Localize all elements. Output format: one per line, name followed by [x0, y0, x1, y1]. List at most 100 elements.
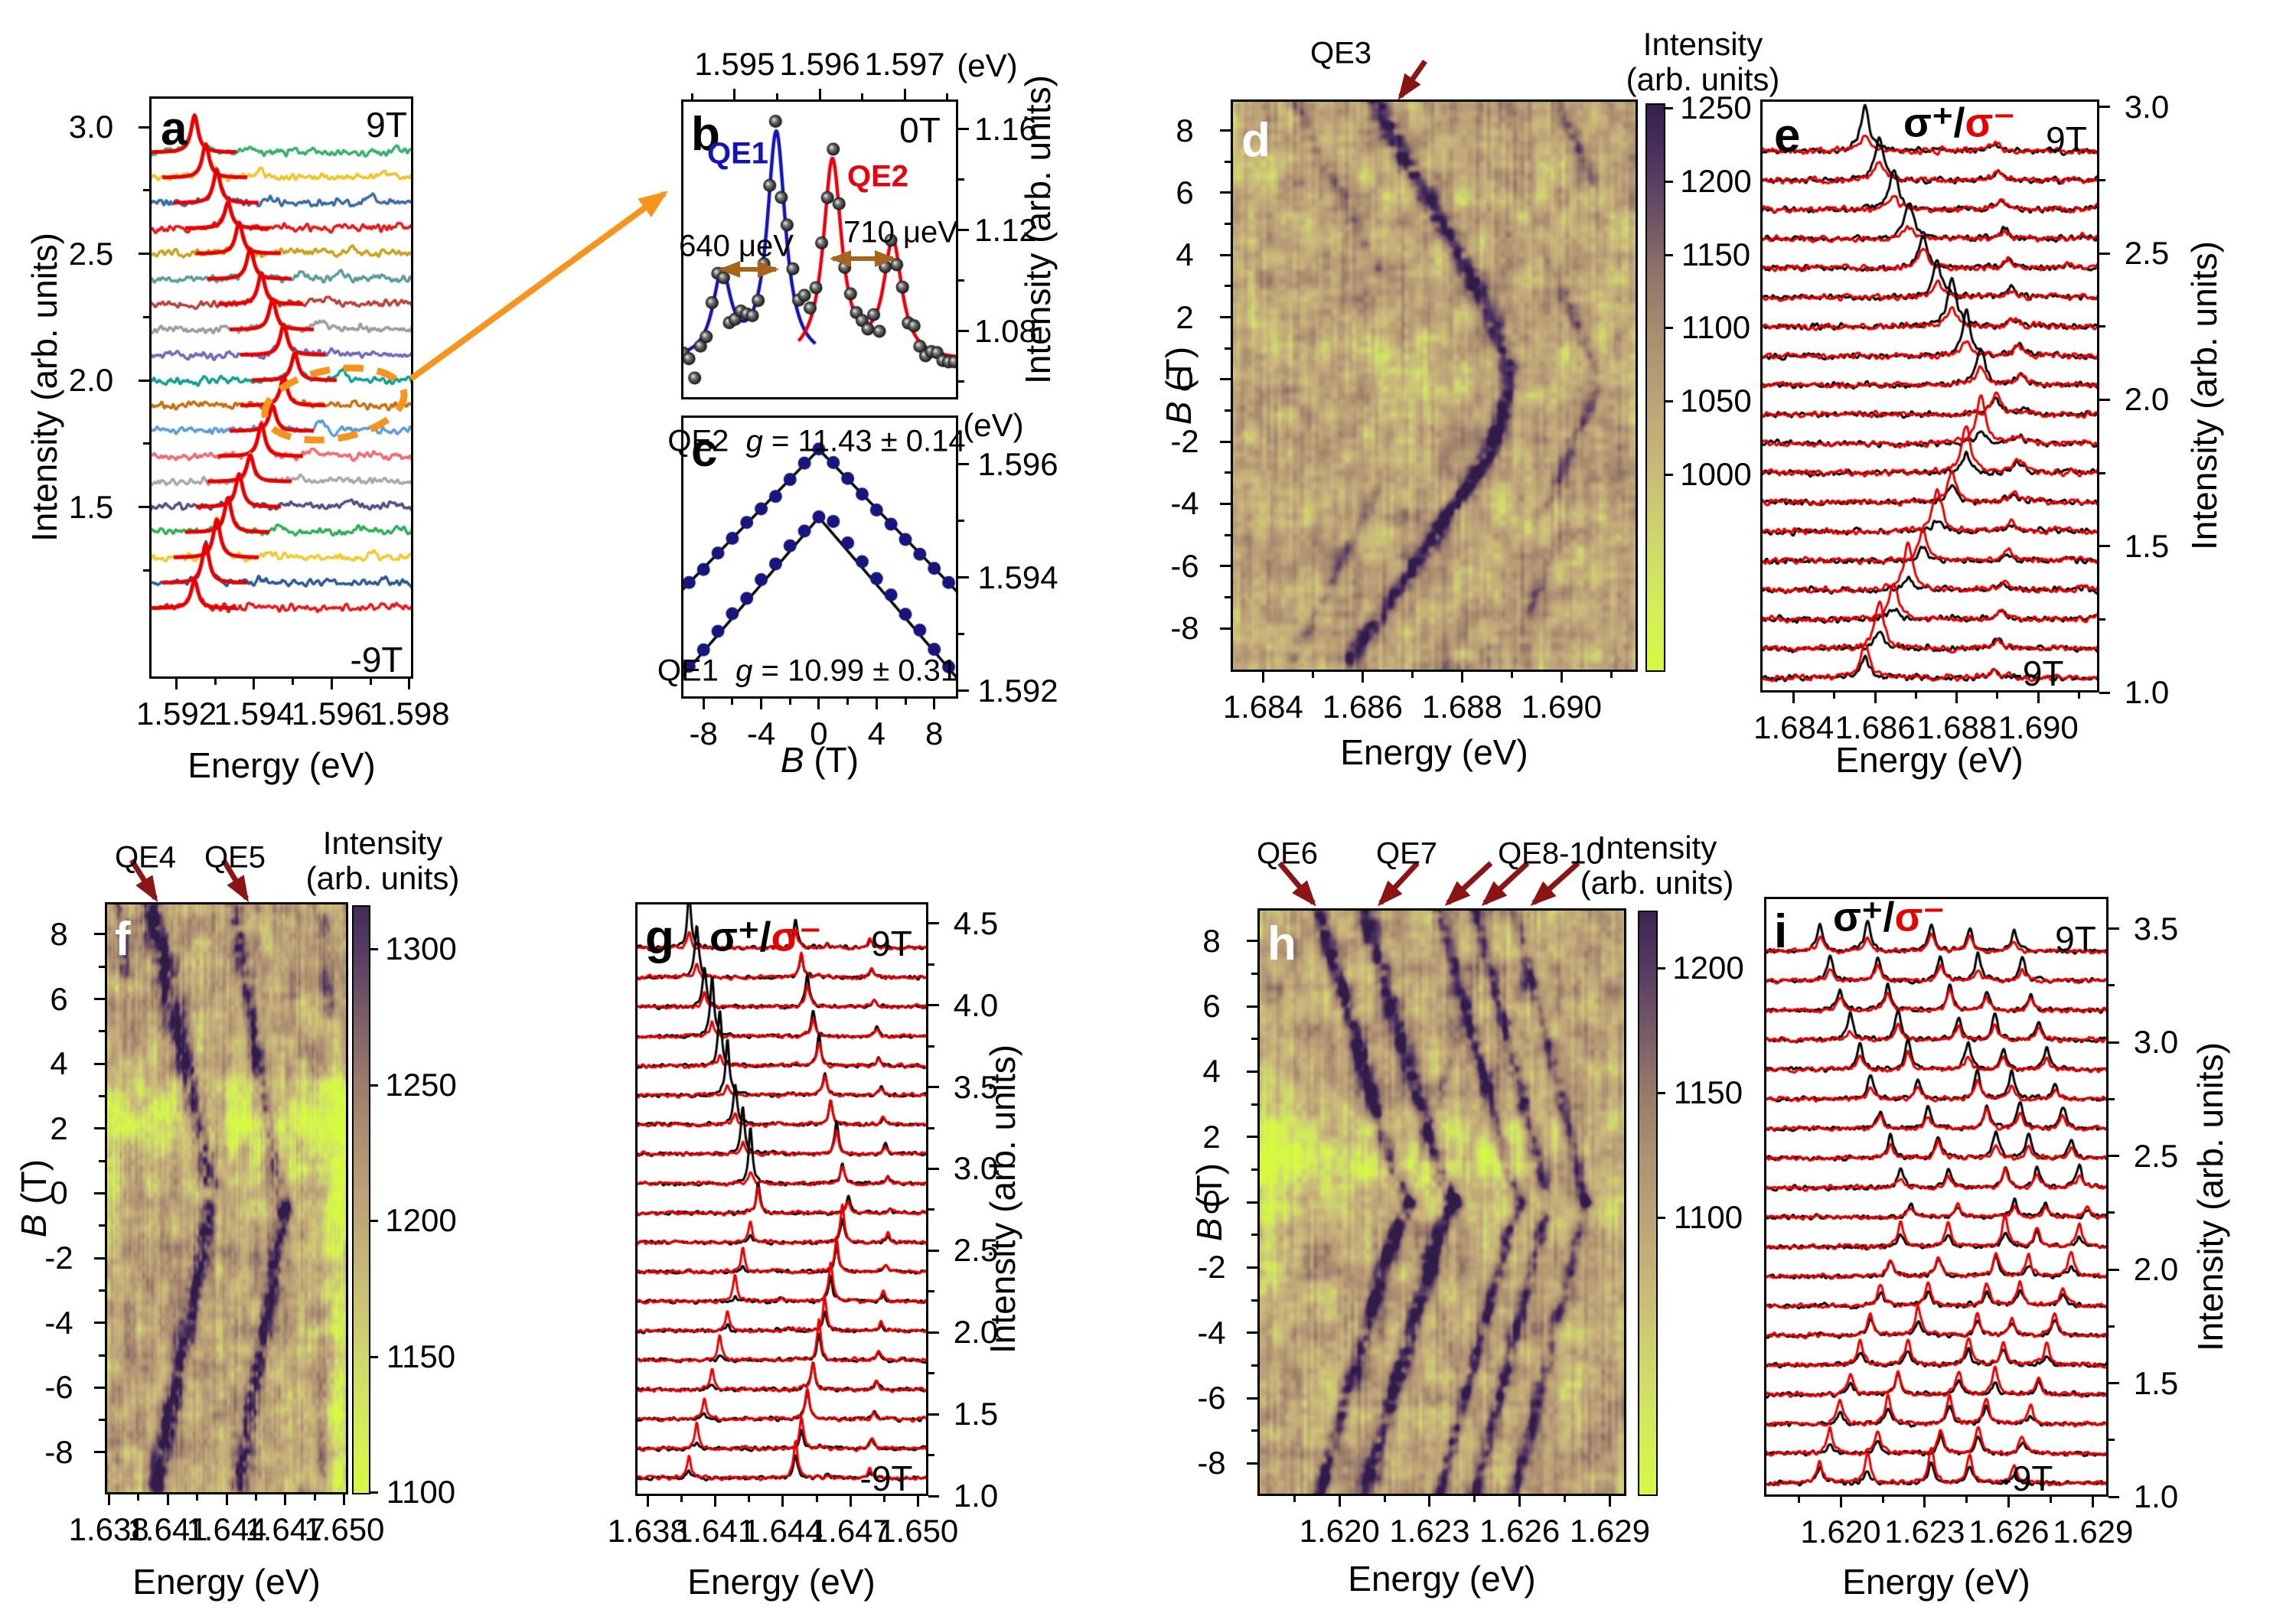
panel-b-letter: b: [691, 108, 720, 161]
f-ytick: [94, 998, 105, 1001]
sigma-plus-label: σ⁺/: [1903, 99, 1965, 146]
panel-h-letter: h: [1267, 917, 1296, 970]
qe6-label: QE6: [1256, 836, 1319, 871]
h-ytick-label: 0: [1202, 1184, 1221, 1220]
h-ytick: [1251, 1103, 1257, 1106]
b-unit: (T): [14, 1159, 54, 1214]
a-xtick: [253, 679, 256, 689]
g-ytick: [928, 1372, 934, 1375]
d-ytick: [1225, 160, 1231, 163]
panel-h-xlabel: Energy (eV): [1348, 1559, 1536, 1599]
g-xtick: [680, 1496, 683, 1502]
b-ytick: [958, 279, 964, 282]
h-ytick: [1251, 1429, 1257, 1432]
panel-c-unit-label: (eV): [963, 407, 1024, 443]
f-cbtick: [370, 1084, 378, 1087]
h-ytick: [1251, 972, 1257, 975]
f-ytick: [94, 1191, 105, 1194]
a-ytick-label: 3.0: [68, 109, 114, 145]
f-ytick: [94, 1256, 105, 1260]
panel-a-plot-canvas: [149, 96, 413, 679]
c-xtick: [904, 699, 907, 705]
g-ytick: [928, 1126, 934, 1129]
panel-b-plot-canvas: [681, 99, 958, 399]
panel-c-letter: c: [691, 424, 718, 477]
h-xtick: [1293, 1496, 1296, 1502]
d-cbtick: [1665, 399, 1673, 402]
d-colorbar-tick-label: 1250: [1680, 90, 1752, 125]
a-ytick: [143, 189, 149, 192]
panel-a-letter: a: [161, 103, 188, 155]
h-ytick: [1247, 1005, 1257, 1008]
d-colorbar-tick-label: 1150: [1681, 236, 1751, 272]
sigma-minus-label: σ⁻: [1965, 99, 2015, 146]
panel-c-plot-canvas: [681, 416, 958, 699]
i-xtick: [1797, 1497, 1800, 1503]
f-ytick-label: -8: [44, 1433, 73, 1470]
g-xtick-label: 1.638: [607, 1513, 688, 1549]
i-ytick-label: 1.0: [2133, 1478, 2179, 1514]
f-xtick: [343, 1494, 346, 1505]
h-xtick-label: 1.626: [1479, 1513, 1561, 1549]
f-xtick: [196, 1494, 199, 1501]
panel-i-plot-canvas: [1764, 897, 2108, 1497]
h-ytick-label: 2: [1202, 1118, 1221, 1155]
i-ytick: [2108, 1382, 2119, 1384]
a-xtick-label: 1.592: [135, 696, 217, 732]
e-ytick-label: 2.0: [2124, 381, 2170, 418]
colorbar-d: [1645, 103, 1665, 672]
f-ytick: [99, 1030, 105, 1033]
a-xtick-label: 1.598: [369, 696, 450, 732]
f-xtick: [254, 1494, 257, 1501]
panel-b-unit-label: (eV): [957, 47, 1018, 83]
f-ytick-label: 2: [50, 1110, 68, 1146]
d-ytick: [1220, 627, 1231, 630]
h-xtick: [1473, 1496, 1476, 1502]
b-italic: B: [1159, 401, 1199, 425]
e-ytick: [2099, 325, 2105, 328]
f-ytick: [94, 1127, 105, 1130]
panel-d-plot-canvas: [1231, 99, 1638, 672]
qe4-label: QE4: [114, 840, 177, 875]
h-cbtick: [1658, 1216, 1665, 1219]
f-xtick-label: 1.641: [127, 1511, 208, 1547]
panel-i-ylabel: Intensity (arb. units): [2190, 1042, 2230, 1351]
d-colorbar-tick-label: 1200: [1680, 163, 1752, 199]
panel-e-polarization-legend: σ⁺/σ⁻: [1903, 99, 2015, 147]
d-ytick-label: 8: [1176, 112, 1194, 148]
d-ytick: [1225, 533, 1231, 536]
panel-c-xlabel: B (T): [781, 739, 859, 781]
b-xtick-label: 1.595: [694, 46, 775, 82]
h-ytick: [1251, 1234, 1257, 1237]
f-ytick: [99, 1224, 105, 1227]
h-ytick: [1247, 1462, 1257, 1465]
h-ytick-label: 4: [1202, 1053, 1221, 1090]
b-ytick: [958, 178, 964, 181]
f-colorbar-tick-label: 1250: [385, 1067, 457, 1103]
g-xtick: [917, 1496, 920, 1507]
qe1-label: QE1: [706, 136, 769, 171]
d-cbtick: [1665, 180, 1673, 183]
d-cbtick: [1665, 473, 1673, 476]
c-xtick: [760, 699, 763, 709]
f-colorbar-tick-label: 1100: [386, 1474, 456, 1510]
zoom-arrow: [409, 191, 668, 382]
d-xtick-label: 1.688: [1421, 689, 1502, 725]
c-xtick: [702, 699, 705, 709]
a-xtick: [408, 679, 411, 689]
a-ytick-label: 1.5: [68, 488, 114, 525]
h-xtick: [1608, 1496, 1611, 1507]
g-ytick-label: 3.5: [953, 1068, 999, 1105]
a-ytick: [143, 315, 149, 318]
panel-g-plot-canvas: [635, 902, 928, 1496]
h-ytick: [1247, 1070, 1257, 1073]
d-ytick: [1225, 471, 1231, 474]
a-ytick-label: 2.5: [68, 235, 114, 272]
h-ytick: [1247, 1331, 1257, 1335]
d-ytick-label: 6: [1176, 174, 1194, 210]
i-ytick: [2108, 1495, 2119, 1498]
c-ytick: [958, 633, 964, 636]
a-xtick-label: 1.596: [291, 696, 373, 732]
g-ytick: [928, 1208, 934, 1211]
b-ytick: [958, 229, 969, 232]
